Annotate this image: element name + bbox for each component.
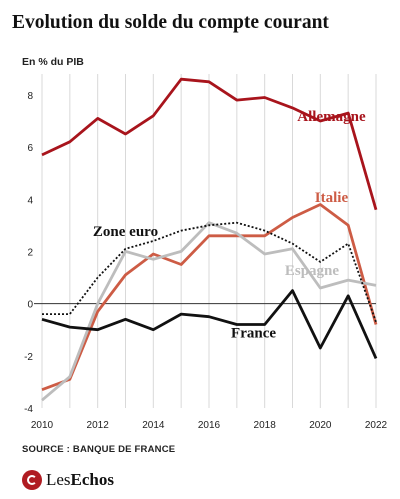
x-tick-label: 2012 (87, 420, 110, 431)
chart-title: Evolution du solde du compte courant (12, 12, 329, 33)
y-tick-label: 2 (27, 247, 33, 258)
series-label-espagne: Espagne (285, 263, 340, 279)
x-tick-label: 2020 (309, 420, 332, 431)
y-tick-label: 0 (27, 300, 33, 311)
y-tick-label: 8 (27, 91, 33, 102)
source-note: SOURCE : BANQUE DE FRANCE (22, 444, 176, 455)
x-tick-labels: 2010 2012 2014 2016 2018 2020 2022 (31, 420, 388, 431)
series-line-france (41, 289, 378, 359)
x-tick-label: 2022 (365, 420, 388, 431)
x-tick-label: 2010 (31, 420, 54, 431)
x-tick-label: 2014 (142, 420, 165, 431)
series-line-italie (41, 203, 378, 392)
y-axis-unit-label: En % du PIB (22, 56, 84, 68)
series-label-allemagne: Allemagne (297, 109, 366, 125)
y-tick-label: 4 (27, 195, 33, 206)
series-line-espagne (41, 221, 377, 402)
x-tick-label: 2018 (254, 420, 277, 431)
series-labels: Allemagne Italie Espagne Zone euro France (93, 109, 366, 342)
series-line-allemagne (41, 77, 378, 211)
y-tick-labels: -4 -2 0 2 4 6 8 (24, 91, 33, 415)
y-tick-label: -4 (24, 404, 33, 415)
les-echos-logo-icon (22, 470, 42, 490)
y-tick-label: -2 (24, 352, 33, 363)
series-lines (41, 77, 378, 402)
grid-lines (34, 74, 377, 408)
series-label-italie: Italie (315, 190, 349, 206)
y-tick-label: 6 (27, 143, 33, 154)
publisher-logo: LesEchos (22, 470, 114, 490)
series-line-zone-euro (42, 221, 377, 323)
les-echos-logo-text: LesEchos (46, 470, 115, 489)
series-label-france: France (231, 326, 276, 342)
series-label-zone-euro: Zone euro (93, 224, 158, 240)
x-tick-label: 2016 (198, 420, 221, 431)
